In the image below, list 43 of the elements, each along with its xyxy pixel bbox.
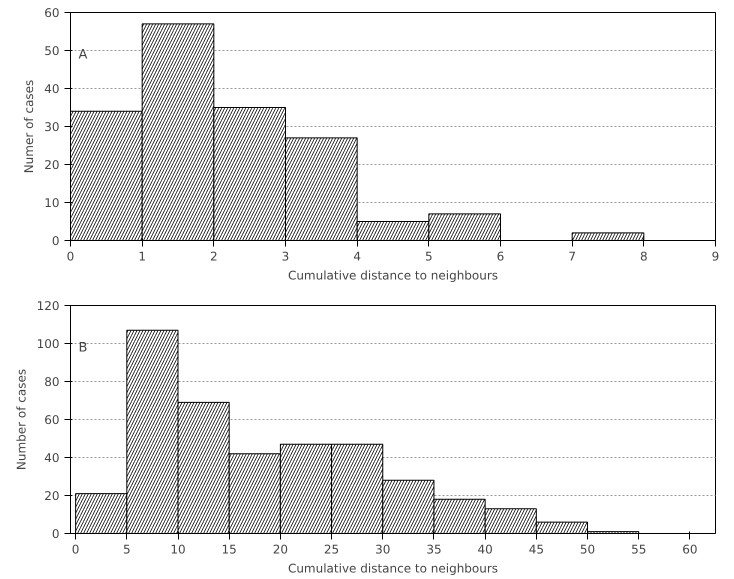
x-tick-label: 5 <box>122 542 131 556</box>
y-axis-title: Number of cases <box>14 368 29 470</box>
x-tick-label: 3 <box>282 250 290 264</box>
y-tick-label: 40 <box>44 451 60 465</box>
y-tick-label: 40 <box>44 82 60 96</box>
x-axis-title: Cumulative distance to neighbours <box>288 562 498 576</box>
x-tick-label: 10 <box>170 542 186 556</box>
y-tick-label: 50 <box>44 44 60 58</box>
y-tick-label: 20 <box>44 489 60 503</box>
x-tick-label: 35 <box>426 542 442 556</box>
y-tick-label: 60 <box>44 413 60 427</box>
x-axis-title: Cumulative distance to neighbours <box>288 268 498 282</box>
x-tick-label: 20 <box>272 542 288 556</box>
x-tick-label: 60 <box>682 542 698 556</box>
x-tick-label: 45 <box>528 542 544 556</box>
x-tick-label: 2 <box>210 250 218 264</box>
y-tick-label: 10 <box>44 196 60 210</box>
x-tick-label: 30 <box>375 542 390 556</box>
y-tick-label: 100 <box>36 337 60 351</box>
y-tick-label: 60 <box>44 6 60 20</box>
x-tick-label: 15 <box>222 542 237 556</box>
x-tick-label: 0 <box>72 542 80 556</box>
y-tick-label: 30 <box>44 120 60 134</box>
x-tick-label: 40 <box>478 542 493 556</box>
x-tick-label: 8 <box>640 250 648 264</box>
y-tick-label: 0 <box>52 234 60 248</box>
x-tick-label: 4 <box>353 250 361 264</box>
annotation: B <box>78 340 88 356</box>
y-tick-label: 20 <box>44 158 60 172</box>
x-tick-label: 6 <box>496 250 504 264</box>
x-tick-label: 25 <box>324 542 340 556</box>
x-tick-label: 0 <box>66 250 74 264</box>
x-tick-label: 5 <box>425 250 433 264</box>
y-tick-label: 80 <box>44 375 60 389</box>
x-tick-label: 1 <box>138 250 146 264</box>
y-tick-label: 120 <box>36 299 60 313</box>
y-tick-label: 0 <box>52 527 60 541</box>
y-axis-title: Numer of cases <box>22 80 36 174</box>
x-tick-label: 50 <box>580 542 596 556</box>
annotation: A <box>78 48 88 62</box>
x-tick-label: 9 <box>712 250 720 264</box>
x-tick-label: 7 <box>568 250 576 264</box>
x-tick-label: 55 <box>631 542 646 556</box>
